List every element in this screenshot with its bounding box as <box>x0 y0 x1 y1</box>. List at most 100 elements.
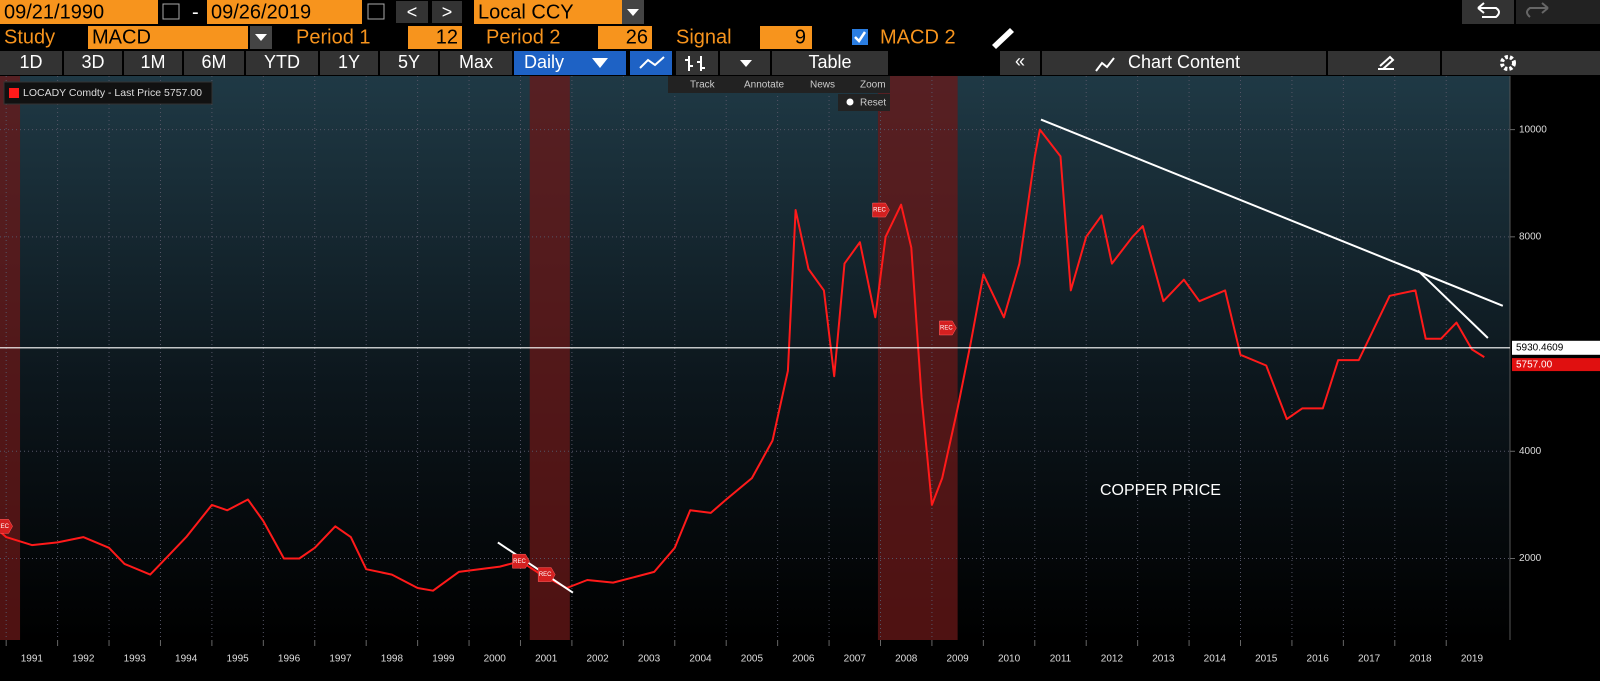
study-field[interactable] <box>88 26 248 49</box>
price-level-box <box>1512 340 1600 355</box>
range-button[interactable] <box>440 51 512 75</box>
dropdown-arrow <box>740 60 752 67</box>
redo-icon <box>1526 2 1549 18</box>
undo-button[interactable] <box>1462 0 1514 24</box>
trendline <box>497 541 574 594</box>
currency-field[interactable] <box>474 0 622 24</box>
range-label: YTD <box>264 52 300 72</box>
rec-marker <box>939 320 957 336</box>
rec-label: REC <box>0 524 10 530</box>
plot-area <box>0 76 1510 640</box>
pencil-icon[interactable] <box>992 28 1014 49</box>
start-date: 09/21/1990 <box>4 1 104 23</box>
range-button[interactable] <box>64 51 122 75</box>
y-tick-label: 2000 <box>1519 553 1542 564</box>
table-button[interactable] <box>772 51 888 75</box>
chart-content-label: Chart Content <box>1128 52 1240 72</box>
range-button[interactable] <box>246 51 318 75</box>
tool-label[interactable]: News <box>810 80 835 91</box>
bar-icon <box>685 56 705 71</box>
macd2-label: MACD 2 <box>880 26 956 48</box>
collapse-button[interactable] <box>1000 51 1040 75</box>
recession-band <box>0 76 21 640</box>
plot: 1991 1992 1993 1994 1995 1996 1997 1998 1999 2000… <box>0 76 1600 665</box>
range-button[interactable] <box>124 51 182 75</box>
next-label: > <box>442 2 453 22</box>
legend <box>3 81 213 105</box>
range-button[interactable] <box>320 51 378 75</box>
edit-icon <box>1378 55 1395 70</box>
x-tick-label: 1999 <box>432 654 455 665</box>
signal: 9 <box>795 26 806 48</box>
range-label: 3D <box>81 52 104 72</box>
tool-label[interactable]: Track <box>690 80 716 91</box>
x-tick-label: 1996 <box>278 654 301 665</box>
x-tick-label: 2013 <box>1152 654 1175 665</box>
end-date: 09/26/2019 <box>211 1 311 23</box>
interval: Daily <box>524 52 564 72</box>
x-tick-label: 2014 <box>1204 654 1227 665</box>
x-tick-label: 1992 <box>72 654 95 665</box>
x-tick-label: 1997 <box>329 654 352 665</box>
y-tick-label: 8000 <box>1519 231 1542 242</box>
range-button[interactable] <box>184 51 244 75</box>
calendar-icon[interactable] <box>367 3 385 20</box>
gear-icon <box>1500 55 1516 71</box>
end-date-field[interactable] <box>207 0 362 24</box>
x-tick-label: 2005 <box>741 654 764 665</box>
y-tick-label: 4000 <box>1519 446 1542 457</box>
x-tick-label: 2018 <box>1409 654 1432 665</box>
x-tick-label: 2011 <box>1050 654 1072 665</box>
tool-label[interactable]: Annotate <box>744 80 784 91</box>
rec-marker <box>537 567 556 582</box>
reset-button[interactable] <box>838 94 890 111</box>
x-tick-label: 1991 <box>21 654 44 665</box>
last-price-box <box>1512 358 1600 372</box>
range-label: 6M <box>201 52 226 72</box>
y-tick-label: 10000 <box>1519 124 1547 135</box>
x-tick-label: 2003 <box>638 654 661 665</box>
x-tick-label: 1993 <box>124 654 147 665</box>
recession-band <box>877 76 958 640</box>
settings-button[interactable] <box>1442 51 1600 75</box>
range-button[interactable] <box>0 51 62 75</box>
trendline <box>1040 118 1504 307</box>
start-date-field[interactable] <box>0 0 158 24</box>
legend-label: LOCADY Comdty - Last Price 5757.00 <box>23 87 202 99</box>
study-label: Study <box>4 26 55 48</box>
period1: 12 <box>436 26 458 48</box>
x-tick-label: 2002 <box>586 654 609 665</box>
range-buttons: 1D 3D 1M 6M YTD 1Y 5Y Max <box>0 51 512 75</box>
range-label: 1Y <box>338 52 360 72</box>
dropdown-arrow <box>255 34 267 41</box>
prev-label: < <box>407 2 418 22</box>
prev-button[interactable] <box>396 1 428 23</box>
macd2-checkbox[interactable] <box>852 29 868 45</box>
price-level-label: 5930.4609 <box>1516 342 1564 353</box>
tool-label[interactable]: Zoom <box>860 80 886 91</box>
calendar-icon[interactable] <box>162 3 180 20</box>
x-tick-label: 2009 <box>947 654 970 665</box>
x-tick-label: 2019 <box>1461 654 1484 665</box>
range-button[interactable] <box>380 51 438 75</box>
price-line <box>0 128 1485 592</box>
redo-button[interactable] <box>1516 0 1600 24</box>
chart-content-button[interactable] <box>1042 51 1326 75</box>
rec-marker <box>512 553 530 569</box>
recession-band <box>529 76 570 640</box>
x-tick-label: 2007 <box>844 654 867 665</box>
x-tick-label: 2017 <box>1358 654 1381 665</box>
x-tick-label: 2000 <box>484 654 507 665</box>
signal-field[interactable] <box>760 26 812 49</box>
legend-swatch <box>9 88 19 98</box>
interval-button[interactable] <box>514 51 626 75</box>
study: MACD <box>92 26 151 48</box>
collapse-label: « <box>1015 51 1025 71</box>
range-label: 1M <box>140 52 165 72</box>
rec-marker <box>0 519 13 534</box>
rec-label: REC <box>539 572 552 578</box>
next-button[interactable] <box>432 1 462 23</box>
period2-field[interactable] <box>598 26 652 49</box>
period1-field[interactable] <box>408 26 462 49</box>
